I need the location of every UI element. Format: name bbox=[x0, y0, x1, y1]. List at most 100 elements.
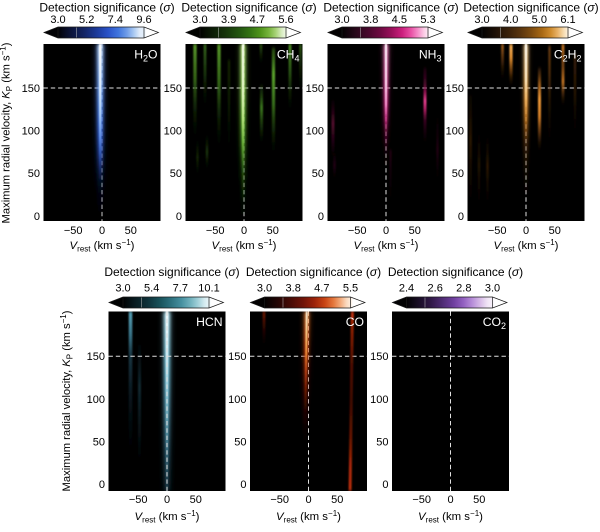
svg-text:50: 50 bbox=[452, 168, 464, 180]
svg-text:3.0: 3.0 bbox=[257, 283, 272, 295]
svg-text:100: 100 bbox=[306, 126, 324, 138]
svg-text:Detection significance (σ): Detection significance (σ) bbox=[463, 1, 598, 15]
svg-text:Detection significance (σ): Detection significance (σ) bbox=[246, 265, 381, 279]
svg-text:150: 150 bbox=[22, 83, 40, 95]
svg-text:5.0: 5.0 bbox=[532, 14, 547, 26]
svg-text:3.0: 3.0 bbox=[474, 14, 489, 26]
svg-text:50: 50 bbox=[473, 494, 485, 506]
svg-text:Maximum radial velocity, KP (k: Maximum radial velocity, KP (km s−1) bbox=[59, 310, 75, 491]
svg-text:2.6: 2.6 bbox=[428, 283, 443, 295]
svg-text:3.8: 3.8 bbox=[363, 14, 378, 26]
svg-text:50: 50 bbox=[331, 494, 343, 506]
svg-text:150: 150 bbox=[228, 351, 246, 363]
svg-text:−50: −50 bbox=[488, 225, 507, 237]
svg-text:3.0: 3.0 bbox=[50, 14, 65, 26]
svg-text:0: 0 bbox=[523, 225, 529, 237]
svg-text:100: 100 bbox=[22, 126, 40, 138]
svg-text:150: 150 bbox=[306, 83, 324, 95]
svg-text:0: 0 bbox=[34, 211, 40, 223]
svg-text:4.7: 4.7 bbox=[250, 14, 265, 26]
svg-text:CO: CO bbox=[346, 315, 364, 329]
svg-text:50: 50 bbox=[170, 168, 182, 180]
svg-text:4.0: 4.0 bbox=[503, 14, 518, 26]
svg-text:0: 0 bbox=[240, 479, 246, 491]
svg-text:50: 50 bbox=[28, 168, 40, 180]
svg-text:3.0: 3.0 bbox=[334, 14, 349, 26]
svg-text:Vrest (km s−1): Vrest (km s−1) bbox=[494, 238, 559, 254]
svg-text:10.1: 10.1 bbox=[198, 283, 219, 295]
svg-text:4.5: 4.5 bbox=[392, 14, 407, 26]
svg-text:50: 50 bbox=[234, 436, 246, 448]
svg-text:CO2: CO2 bbox=[483, 315, 506, 331]
svg-text:0: 0 bbox=[241, 225, 247, 237]
svg-text:Vrest (km s−1): Vrest (km s−1) bbox=[276, 509, 341, 525]
svg-text:−50: −50 bbox=[270, 494, 289, 506]
svg-text:4.7: 4.7 bbox=[314, 283, 329, 295]
svg-text:Vrest (km s−1): Vrest (km s−1) bbox=[135, 509, 200, 525]
svg-text:50: 50 bbox=[376, 436, 388, 448]
svg-text:2.8: 2.8 bbox=[456, 283, 471, 295]
svg-text:Vrest (km s−1): Vrest (km s−1) bbox=[354, 238, 419, 254]
svg-text:Detection significance (σ): Detection significance (σ) bbox=[388, 265, 523, 279]
svg-text:50: 50 bbox=[267, 225, 279, 237]
svg-text:CH4: CH4 bbox=[277, 48, 300, 64]
svg-text:3.0: 3.0 bbox=[115, 283, 130, 295]
svg-text:Detection significance (σ): Detection significance (σ) bbox=[104, 265, 239, 279]
svg-text:Maximum radial velocity, KP (k: Maximum radial velocity, KP (km s−1) bbox=[0, 42, 14, 223]
svg-text:−50: −50 bbox=[129, 494, 148, 506]
svg-text:−50: −50 bbox=[412, 494, 431, 506]
svg-text:50: 50 bbox=[190, 494, 202, 506]
svg-text:2.4: 2.4 bbox=[399, 283, 414, 295]
svg-text:50: 50 bbox=[93, 436, 105, 448]
svg-text:100: 100 bbox=[370, 394, 388, 406]
svg-text:3.9: 3.9 bbox=[221, 14, 236, 26]
svg-text:Detection significance (σ): Detection significance (σ) bbox=[39, 1, 174, 15]
svg-text:0: 0 bbox=[383, 225, 389, 237]
svg-text:C2H2: C2H2 bbox=[554, 48, 582, 64]
svg-text:150: 150 bbox=[87, 351, 105, 363]
svg-text:HCN: HCN bbox=[196, 315, 222, 329]
svg-text:150: 150 bbox=[370, 351, 388, 363]
svg-text:3.0: 3.0 bbox=[485, 283, 500, 295]
svg-text:150: 150 bbox=[164, 83, 182, 95]
svg-text:0: 0 bbox=[176, 211, 182, 223]
svg-text:0: 0 bbox=[447, 494, 453, 506]
svg-text:150: 150 bbox=[446, 83, 464, 95]
svg-text:9.6: 9.6 bbox=[136, 14, 151, 26]
svg-text:50: 50 bbox=[125, 225, 137, 237]
svg-text:50: 50 bbox=[312, 168, 324, 180]
svg-text:0: 0 bbox=[458, 211, 464, 223]
svg-text:50: 50 bbox=[409, 225, 421, 237]
svg-text:0: 0 bbox=[305, 494, 311, 506]
svg-text:50: 50 bbox=[549, 225, 561, 237]
svg-text:Detection significance (σ): Detection significance (σ) bbox=[181, 1, 316, 15]
svg-text:Vrest (km s−1): Vrest (km s−1) bbox=[418, 509, 483, 525]
svg-text:0: 0 bbox=[382, 479, 388, 491]
svg-text:−50: −50 bbox=[64, 225, 83, 237]
svg-text:6.1: 6.1 bbox=[560, 14, 575, 26]
svg-text:100: 100 bbox=[446, 126, 464, 138]
svg-text:−50: −50 bbox=[348, 225, 367, 237]
svg-text:100: 100 bbox=[164, 126, 182, 138]
svg-text:0: 0 bbox=[99, 225, 105, 237]
svg-text:−50: −50 bbox=[206, 225, 225, 237]
svg-text:3.8: 3.8 bbox=[286, 283, 301, 295]
svg-text:5.5: 5.5 bbox=[343, 283, 358, 295]
svg-text:7.4: 7.4 bbox=[108, 14, 123, 26]
svg-text:Vrest (km s−1): Vrest (km s−1) bbox=[70, 238, 135, 254]
svg-text:Detection significance (σ): Detection significance (σ) bbox=[323, 1, 458, 15]
svg-text:H2O: H2O bbox=[134, 48, 157, 64]
svg-text:0: 0 bbox=[99, 479, 105, 491]
svg-text:0: 0 bbox=[164, 494, 170, 506]
svg-text:100: 100 bbox=[228, 394, 246, 406]
svg-text:Vrest (km s−1): Vrest (km s−1) bbox=[212, 238, 277, 254]
svg-text:0: 0 bbox=[318, 211, 324, 223]
svg-text:5.2: 5.2 bbox=[79, 14, 94, 26]
svg-text:3.0: 3.0 bbox=[192, 14, 207, 26]
svg-text:5.4: 5.4 bbox=[144, 283, 159, 295]
svg-text:7.7: 7.7 bbox=[173, 283, 188, 295]
svg-text:100: 100 bbox=[87, 394, 105, 406]
svg-text:NH3: NH3 bbox=[419, 48, 442, 64]
svg-text:5.6: 5.6 bbox=[278, 14, 293, 26]
svg-text:5.3: 5.3 bbox=[420, 14, 435, 26]
